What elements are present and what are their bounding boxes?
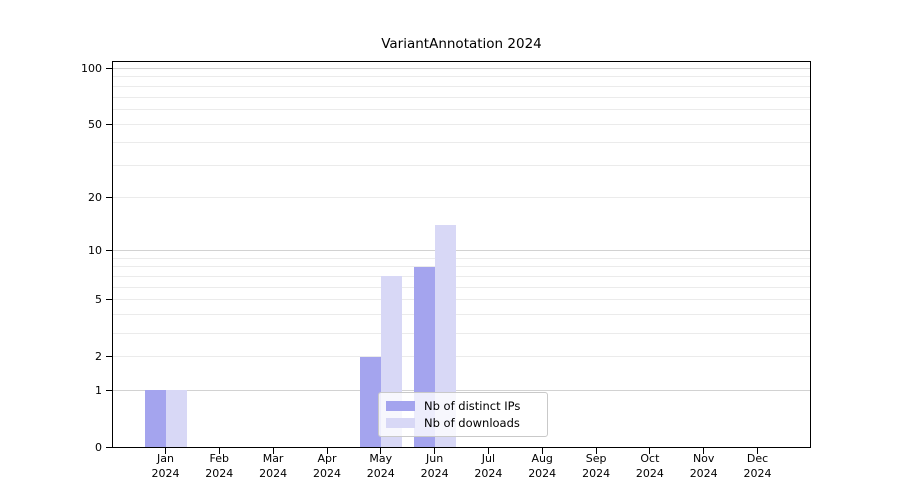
x-tick [649, 448, 651, 454]
y-tick-label: 100 [81, 61, 102, 75]
x-tick-label-nov: Nov 2024 [689, 452, 718, 480]
x-tick [487, 448, 489, 454]
x-tick-label-jan: Jan 2024 [151, 452, 180, 480]
bar-distinct-ips-jan [144, 390, 166, 447]
minor-gridline [113, 196, 810, 198]
legend-label-downloads: Nb of downloads [424, 416, 520, 431]
minor-gridline [113, 286, 810, 288]
minor-gridline [113, 96, 810, 98]
x-tick [165, 448, 166, 454]
x-tick-label-sep: Sep 2024 [582, 452, 611, 480]
minor-gridline [113, 299, 810, 301]
y-tick [106, 123, 112, 125]
y-tick [106, 249, 112, 251]
legend-swatch-downloads [386, 418, 415, 429]
x-tick [541, 448, 543, 454]
y-tick [106, 446, 112, 448]
minor-gridline [113, 76, 810, 78]
minor-gridline [113, 257, 810, 259]
x-tick-label-aug: Aug 2024 [528, 452, 557, 480]
bar-distinct-ips-may [359, 356, 381, 447]
x-tick-label-jun: Jun 2024 [420, 452, 449, 480]
legend-item-downloads: Nb of downloads [386, 415, 540, 433]
x-tick [326, 448, 328, 454]
x-tick [595, 448, 597, 454]
x-tick [218, 448, 220, 454]
minor-gridline [113, 85, 810, 87]
legend-item-distinct-ips: Nb of distinct IPs [386, 397, 540, 415]
y-tick-label: 10 [88, 243, 102, 257]
legend: Nb of distinct IPs Nb of downloads [378, 392, 548, 437]
y-tick-label: 5 [95, 293, 102, 307]
minor-gridline [113, 164, 810, 166]
minor-gridline [113, 356, 810, 358]
x-tick [272, 448, 274, 454]
y-tick [106, 356, 112, 358]
minor-gridline [113, 332, 810, 334]
x-tick [380, 448, 382, 454]
y-tick [106, 67, 112, 69]
y-tick-label: 20 [88, 190, 102, 204]
y-tick-label: 2 [95, 350, 102, 364]
y-tick-label: 50 [88, 117, 102, 131]
minor-gridline [113, 109, 810, 111]
x-tick-label-dec: Dec 2024 [743, 452, 772, 480]
x-tick-label-may: May 2024 [366, 452, 395, 480]
x-tick-label-feb: Feb 2024 [205, 452, 234, 480]
major-gridline [113, 389, 810, 391]
chart-title: VariantAnnotation 2024 [381, 36, 542, 52]
minor-gridline [113, 141, 810, 143]
x-tick [703, 448, 705, 454]
x-tick [757, 448, 758, 454]
x-tick-label-oct: Oct 2024 [635, 452, 664, 480]
minor-gridline [113, 275, 810, 277]
legend-swatch-distinct-ips [386, 400, 415, 411]
x-tick-label-jul: Jul 2024 [474, 452, 503, 480]
y-tick-label: 0 [95, 440, 102, 454]
y-tick [106, 389, 112, 391]
legend-label-distinct-ips: Nb of distinct IPs [424, 398, 521, 413]
y-tick [106, 299, 112, 301]
minor-gridline [113, 266, 810, 268]
x-tick-label-mar: Mar 2024 [259, 452, 288, 480]
bar-downloads-jun [434, 224, 456, 447]
minor-gridline [113, 123, 810, 125]
bar-downloads-jan [165, 390, 187, 447]
minor-gridline [113, 314, 810, 316]
plot-area [112, 61, 811, 448]
major-gridline [113, 249, 810, 251]
x-tick [434, 448, 436, 454]
y-tick [106, 196, 112, 198]
major-gridline [113, 67, 810, 69]
x-tick-label-apr: Apr 2024 [313, 452, 341, 480]
y-tick-label: 1 [95, 383, 102, 397]
